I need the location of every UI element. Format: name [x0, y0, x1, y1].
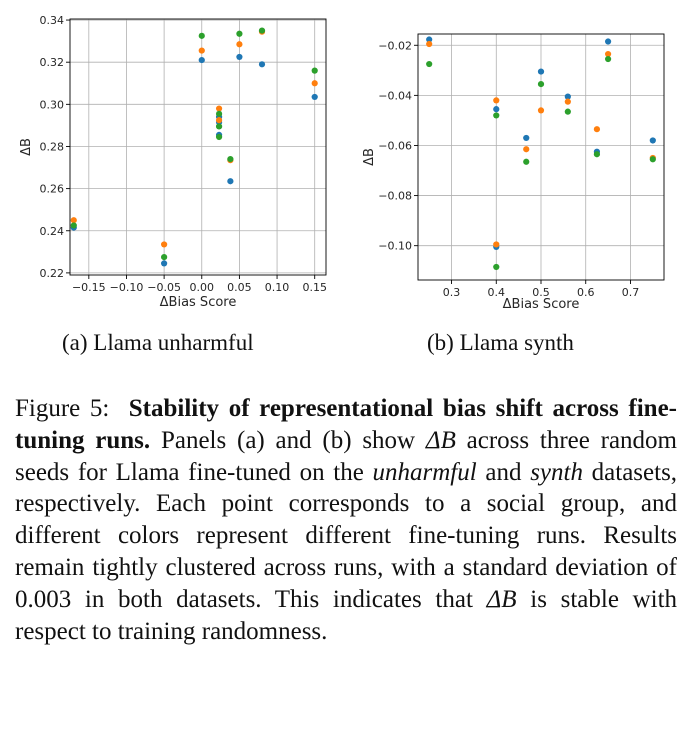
chart-a-llama-unharmful: −0.15 −0.10 −0.05 0.00 0.05 0.10 0.15 0.22 0.24 0… — [19, 14, 327, 310]
data-point — [161, 260, 168, 267]
data-point — [523, 146, 530, 153]
figure-charts: −0.15 −0.10 −0.05 0.00 0.05 0.10 0.150.220.240… — [19, 14, 665, 312]
data-point — [215, 123, 223, 130]
data-point — [311, 93, 318, 101]
x-tick-label: 0.4 — [488, 286, 506, 299]
x-tick-label: −0.10 — [110, 281, 144, 294]
x-tick-label: 0.15 — [302, 281, 327, 294]
data-point — [493, 112, 500, 119]
data-point — [236, 53, 243, 61]
x-tick-label: 0.00 — [190, 281, 215, 294]
data-point — [649, 156, 656, 163]
data-point — [493, 97, 500, 104]
data-point — [493, 263, 500, 271]
data-point — [537, 107, 545, 114]
y-tick-label: 0.32 — [40, 56, 65, 69]
y-tick-label: −0.02 — [378, 39, 412, 52]
data-point — [311, 80, 318, 87]
data-point — [227, 178, 234, 185]
data-point — [258, 61, 266, 68]
data-point — [537, 68, 545, 75]
data-point — [523, 158, 530, 165]
data-point — [426, 60, 433, 68]
data-point — [215, 110, 223, 117]
y-tick-label: −0.08 — [378, 190, 412, 203]
x-tick-label: 0.10 — [265, 281, 290, 294]
caption-text-2: across three random seeds for Llama fine… — [15, 426, 677, 486]
data-point — [493, 106, 500, 113]
data-point — [70, 222, 77, 229]
data-point — [215, 105, 223, 112]
caption-em-unharmful: unharmful — [372, 458, 477, 486]
data-point — [426, 40, 433, 48]
x-tick-label: 0.5 — [532, 286, 550, 299]
data-point — [564, 98, 571, 105]
data-point — [161, 253, 168, 261]
data-point — [649, 137, 656, 144]
data-point — [426, 36, 433, 43]
data-point — [604, 38, 612, 45]
y-tick-label: 0.22 — [40, 267, 65, 280]
data-point — [198, 56, 205, 64]
y-axis-label: ΔB — [19, 138, 34, 156]
y-tick-label: 0.28 — [40, 140, 65, 153]
data-point — [604, 55, 612, 63]
data-point — [593, 151, 601, 158]
data-point — [564, 93, 571, 100]
figure-caption: Figure 5: Stability of representational … — [15, 393, 677, 647]
x-tick-label: −0.15 — [72, 281, 106, 294]
data-point — [564, 108, 571, 115]
x-tick-label: −0.05 — [147, 281, 181, 294]
data-point — [311, 67, 318, 74]
data-point — [537, 81, 545, 88]
x-tick-label: 0.05 — [227, 281, 252, 294]
y-tick-label: 0.26 — [40, 183, 65, 196]
data-point — [161, 241, 168, 248]
data-point — [236, 41, 243, 48]
y-tick-label: 0.30 — [40, 98, 65, 111]
y-tick-label: −0.04 — [378, 89, 412, 102]
caption-math-delta-b: ΔB — [425, 426, 456, 454]
x-axis-label: ΔBias Score — [160, 295, 237, 310]
chart-b-llama-synth: 0.3 0.4 0.5 0.6 0.7 −0.02 −0.04 −0.06 −0.08 −0.10… — [362, 33, 665, 312]
x-axis-label: ΔBias Score — [503, 297, 580, 312]
data-point — [70, 217, 77, 224]
caption-text-4: datasets, respectively. Each point corre… — [15, 458, 678, 613]
caption-math-delta-b-2: ΔB — [486, 585, 517, 613]
caption-text-1: Panels (a) and (b) show — [160, 426, 416, 454]
caption-em-synth: synth — [530, 458, 583, 486]
y-tick-label: −0.06 — [378, 139, 412, 152]
data-point — [236, 30, 243, 37]
data-point — [198, 47, 205, 54]
data-point — [604, 50, 612, 58]
subcaption-b: (b) Llama synth — [427, 330, 574, 355]
data-point — [258, 27, 266, 34]
y-tick-label: −0.10 — [378, 240, 412, 253]
caption-text-3: and — [485, 458, 522, 486]
data-point — [227, 156, 234, 163]
y-tick-label: 0.34 — [40, 14, 65, 27]
subcaption-a: (a) Llama unharmful — [62, 330, 254, 355]
plot-frame — [69, 18, 327, 276]
data-point — [593, 126, 601, 133]
data-point — [198, 32, 205, 39]
y-tick-label: 0.24 — [40, 225, 65, 238]
data-point — [523, 134, 530, 142]
data-point — [493, 241, 500, 248]
y-axis-label: ΔB — [362, 148, 377, 166]
caption-bold-title: Stability of representational bias shift… — [15, 395, 678, 454]
caption-text-5: is stable with respect to training rando… — [15, 585, 678, 645]
data-point — [215, 133, 223, 141]
x-tick-label: 0.3 — [443, 286, 461, 299]
x-tick-label: 0.7 — [622, 286, 640, 299]
x-tick-label: 0.6 — [577, 286, 595, 299]
data-point — [215, 117, 223, 124]
caption-label: Figure 5: — [15, 395, 110, 422]
